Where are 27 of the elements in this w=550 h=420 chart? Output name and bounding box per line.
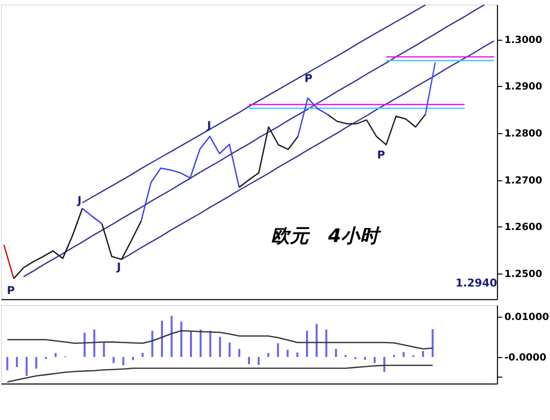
annotation: P — [6, 284, 15, 298]
line-series — [140, 136, 240, 222]
line-series — [326, 114, 426, 146]
y-tick-label: 1.2600 — [504, 222, 542, 234]
y-tick-label: 0.01000 — [504, 312, 550, 324]
y-tick-label: 1.2500 — [504, 268, 542, 280]
line-series — [6, 364, 434, 383]
annotation: J — [76, 194, 82, 207]
line-series — [6, 330, 434, 350]
line-series — [82, 4, 426, 204]
y-tick-label: 1.2900 — [504, 82, 542, 93]
line-series — [13, 208, 83, 280]
y-tick-label: 1.2700 — [504, 175, 542, 186]
y-tick-label: 1.2800 — [504, 128, 542, 140]
annotation: J — [116, 260, 121, 274]
annotation: P — [304, 72, 312, 86]
annotation: 1.2940 — [456, 276, 498, 290]
line-series — [238, 126, 299, 188]
annotation: J — [206, 119, 212, 132]
line-series — [120, 40, 495, 260]
annotation: P — [377, 148, 386, 162]
line-series — [101, 220, 142, 260]
y-tick-label: -0.0000 — [504, 352, 546, 364]
annotation: 欧元 4小时 — [271, 226, 382, 248]
line-series — [297, 97, 328, 137]
y-tick-label: 1.3000 — [504, 34, 542, 46]
line-series — [22, 4, 485, 278]
